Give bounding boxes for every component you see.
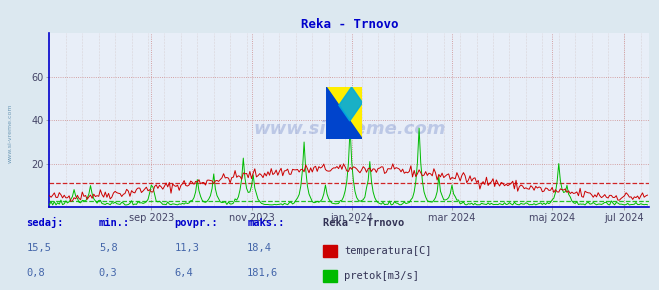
Text: 0,8: 0,8 — [26, 268, 45, 278]
Text: 5,8: 5,8 — [99, 243, 117, 253]
Text: www.si-vreme.com: www.si-vreme.com — [8, 104, 13, 163]
Text: 0,3: 0,3 — [99, 268, 117, 278]
Bar — [323, 244, 337, 257]
Text: temperatura[C]: temperatura[C] — [344, 246, 432, 256]
Title: Reka - Trnovo: Reka - Trnovo — [301, 18, 398, 31]
Polygon shape — [339, 87, 362, 121]
Text: 18,4: 18,4 — [247, 243, 272, 253]
Text: pretok[m3/s]: pretok[m3/s] — [344, 271, 419, 281]
Text: 11,3: 11,3 — [175, 243, 200, 253]
Text: www.si-vreme.com: www.si-vreme.com — [253, 120, 445, 138]
Text: maks.:: maks.: — [247, 218, 285, 228]
Text: Reka - Trnovo: Reka - Trnovo — [323, 218, 404, 228]
Polygon shape — [326, 87, 362, 139]
Text: sedaj:: sedaj: — [26, 217, 64, 228]
Text: 6,4: 6,4 — [175, 268, 193, 278]
Bar — [323, 270, 337, 282]
Text: 15,5: 15,5 — [26, 243, 51, 253]
Text: min.:: min.: — [99, 218, 130, 228]
Polygon shape — [326, 87, 362, 139]
Text: povpr.:: povpr.: — [175, 218, 218, 228]
Text: 181,6: 181,6 — [247, 268, 278, 278]
